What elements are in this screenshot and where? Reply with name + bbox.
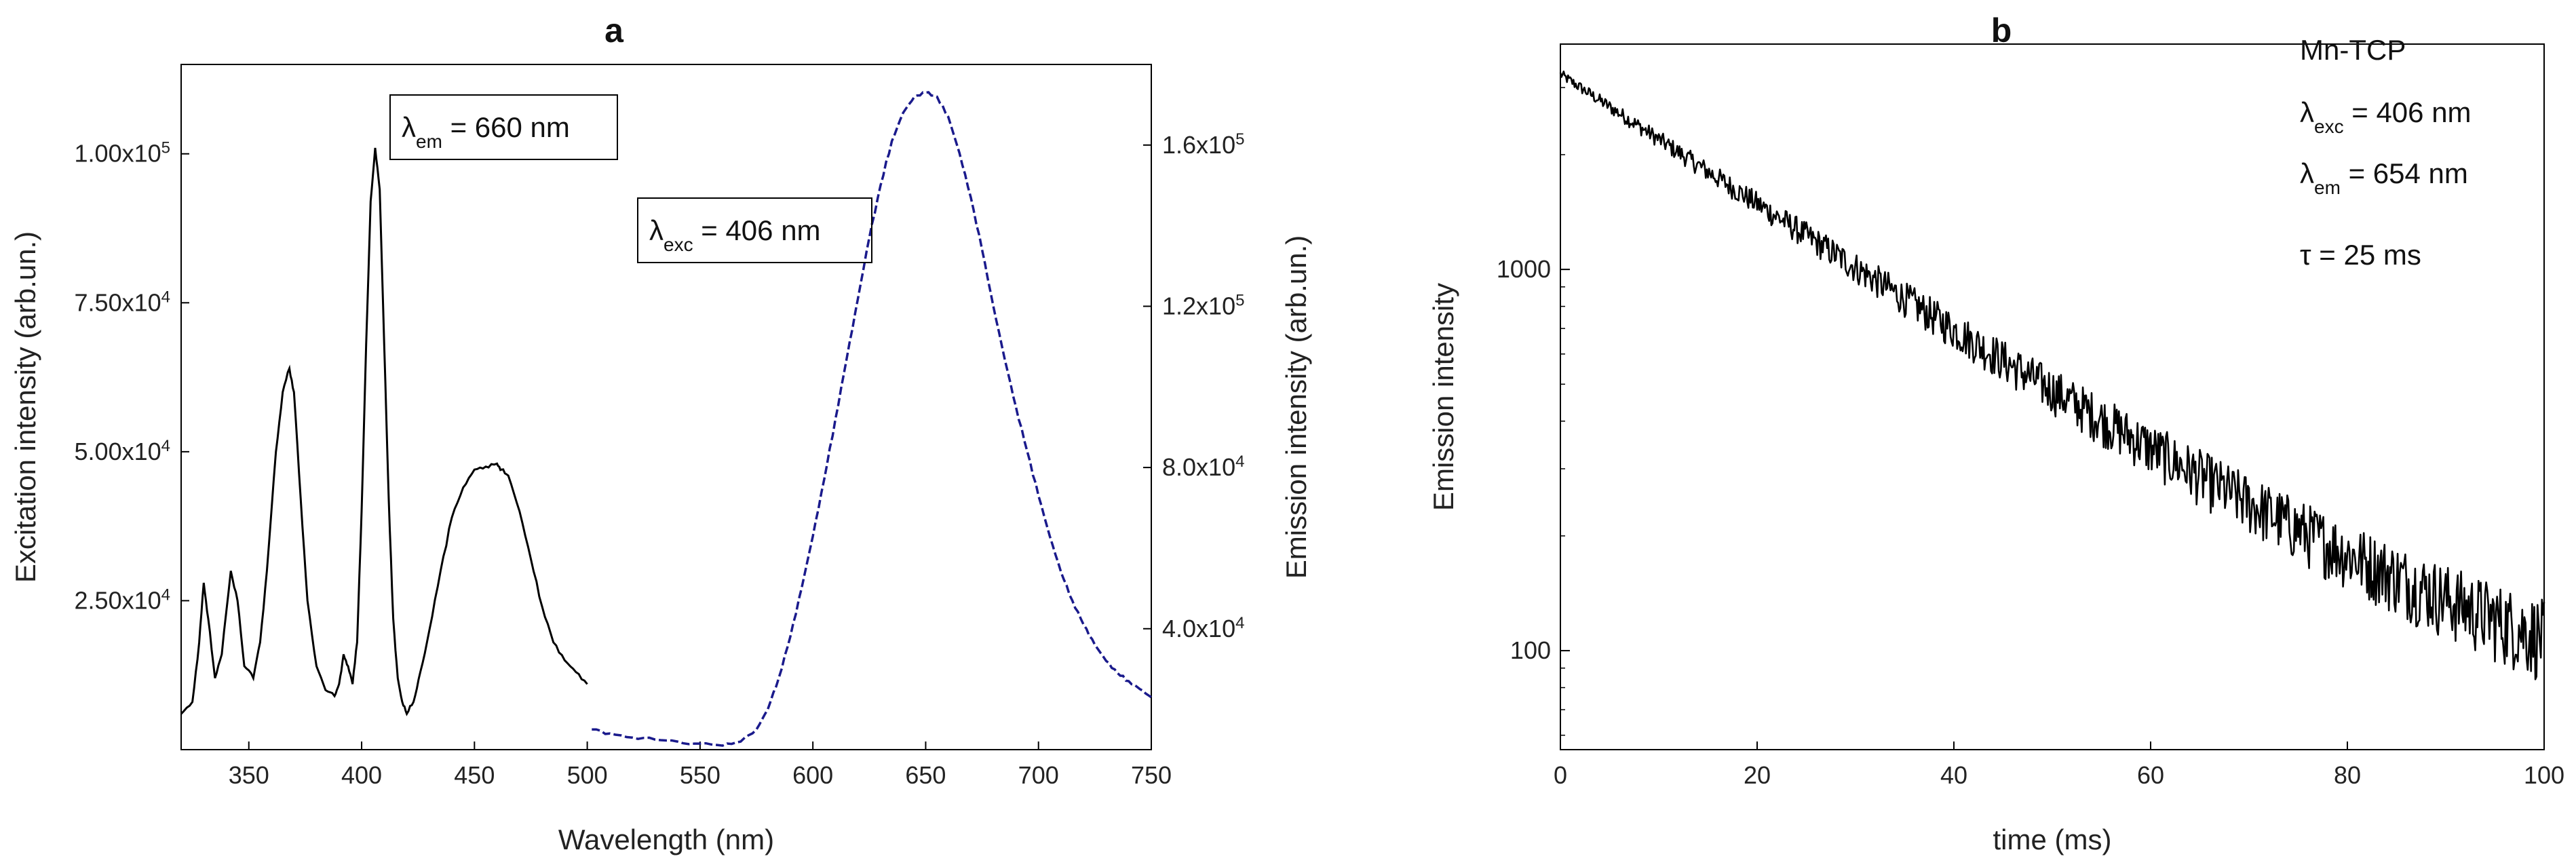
- panel-a-y-right-axis-label: Emission intensity (arb.un.): [1280, 235, 1312, 579]
- panel-a-x-tick-label: 700: [1018, 761, 1059, 789]
- panel-b-tau-label: τ = 25 ms: [2300, 239, 2421, 271]
- panel-b-sample-label: Mn-TCP: [2300, 34, 2406, 66]
- panel-b-x-tick-label: 80: [2334, 761, 2361, 789]
- panel-b-plot-frame: [1560, 43, 2545, 750]
- annotation-exc-text: λexc = 406 nm: [649, 214, 821, 255]
- panel-a-x-tick-label: 650: [905, 761, 946, 789]
- panel-a: a 350 400 450 500 550 600 650 700 750 2.50x104 5.…: [9, 12, 1312, 855]
- panel-b-x-tick-label: 20: [1744, 761, 1771, 789]
- panel-b-x-ticks: 0 20 40 60 80 100: [1554, 741, 2564, 789]
- annotation-em-text: λem = 660 nm: [402, 111, 570, 152]
- annotation-box-exc: [637, 197, 872, 263]
- panel-b-x-tick-label: 0: [1554, 761, 1567, 789]
- panel-a-y-right-tick-label: 1.6x105: [1162, 130, 1244, 159]
- panel-b-y-axis-label: Emission intensity: [1427, 283, 1459, 511]
- annotation-box-em: [389, 94, 618, 160]
- panel-a-y-right-tick-label: 8.0x104: [1162, 452, 1244, 482]
- panel-a-x-tick-label: 500: [567, 761, 608, 789]
- panel-b-x-tick-label: 60: [2137, 761, 2164, 789]
- decay-series-line: [1559, 71, 2545, 680]
- panel-a-x-tick-label: 450: [454, 761, 495, 789]
- panel-b-x-tick-label: 40: [1940, 761, 1967, 789]
- panel-b-y-tick-label: 1000: [1497, 255, 1551, 283]
- panel-a-y-right-tick-label: 1.2x105: [1162, 291, 1244, 320]
- panel-b-x-tick-label: 100: [2524, 761, 2564, 789]
- panel-a-y-left-tick-label: 5.00x104: [75, 436, 170, 465]
- panel-a-x-tick-label: 750: [1131, 761, 1172, 789]
- panel-a-x-tick-label: 600: [792, 761, 833, 789]
- panel-b-x-axis-label: time (ms): [1993, 824, 2112, 855]
- panel-b-title: b: [1991, 12, 2012, 50]
- panel-a-y-left-tick-label: 7.50x104: [75, 288, 170, 317]
- panel-b-y-tick-label: 100: [1510, 636, 1551, 664]
- panel-a-x-tick-label: 550: [680, 761, 720, 789]
- panel-a-y-right-tick-label: 4.0x104: [1162, 613, 1244, 642]
- panel-b: b 0 20 40 60 80 100 100 1000 time (ms) Emissio…: [1427, 12, 2564, 855]
- panel-a-x-tick-label: 350: [229, 761, 269, 789]
- panel-a-y-left-ticks: 2.50x104 5.00x104 7.50x104 1.00x105: [75, 138, 189, 614]
- panel-a-y-left-axis-label: Excitation intensity (arb.un.): [9, 231, 41, 583]
- panel-a-x-axis-label: Wavelength (nm): [558, 824, 774, 855]
- panel-a-y-left-tick-label: 1.00x105: [75, 138, 170, 168]
- panel-a-x-ticks: 350 400 450 500 550 600 650 700 750: [229, 741, 1172, 789]
- panel-a-y-right-ticks: 4.0x104 8.0x104 1.2x105 1.6x105: [1143, 130, 1244, 642]
- panel-a-plot-frame: [180, 64, 1152, 750]
- panel-b-y-ticks: 100 1000: [1497, 87, 1570, 736]
- panel-b-em-label: λem = 654 nm: [2300, 157, 2468, 198]
- panel-a-y-left-tick-label: 2.50x104: [75, 585, 170, 615]
- panel-a-title: a: [604, 12, 624, 50]
- panel-a-x-tick-label: 400: [341, 761, 382, 789]
- excitation-series-line: [180, 147, 588, 716]
- emission-series-line: [592, 91, 1152, 747]
- panel-b-exc-label: λexc = 406 nm: [2300, 96, 2472, 137]
